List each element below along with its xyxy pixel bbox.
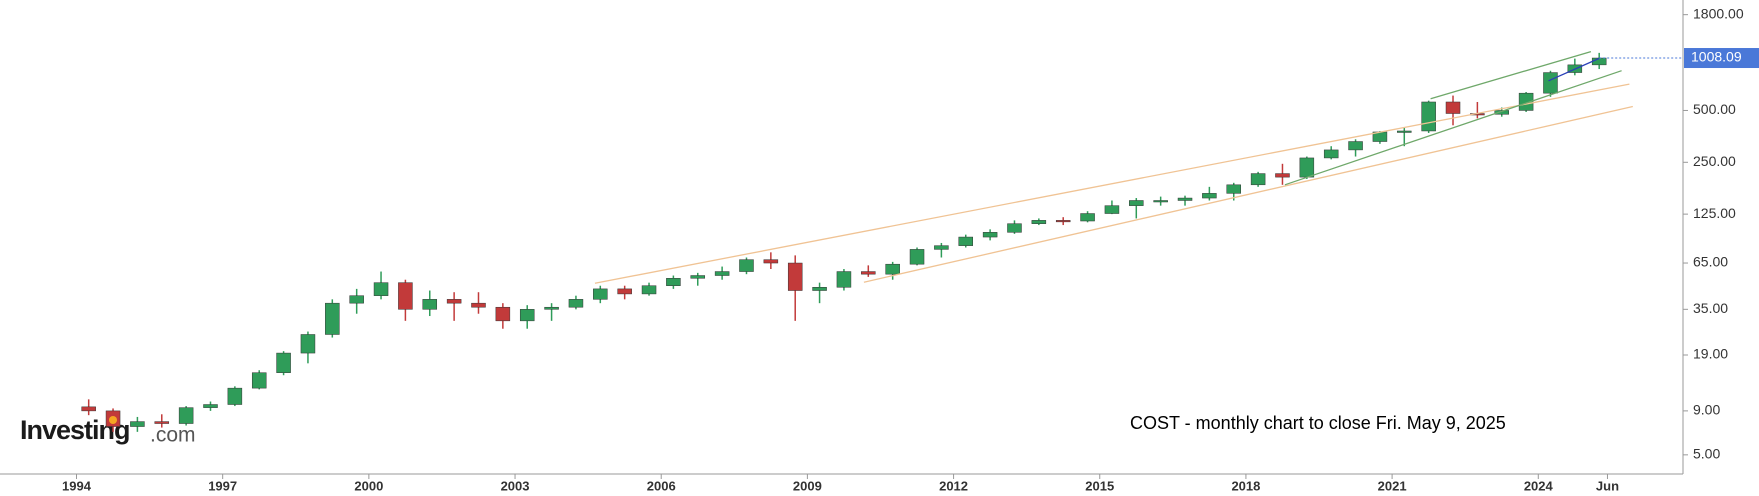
candle-body <box>1177 197 1193 201</box>
candle-body <box>276 352 291 373</box>
x-tick-label: Jun <box>1596 478 1619 493</box>
x-tick-label: 2024 <box>1524 478 1554 493</box>
trend-line <box>1430 51 1592 100</box>
candle-body <box>519 309 535 322</box>
candle-body <box>812 287 827 291</box>
candle-body <box>300 334 316 354</box>
candle-body <box>861 271 876 275</box>
candle-body <box>593 288 608 300</box>
x-tick-label: 1997 <box>208 478 237 493</box>
last-price-box <box>1684 48 1759 69</box>
watermark-dot <box>109 416 117 424</box>
x-tick-label: 2009 <box>793 478 822 493</box>
candle-body <box>471 302 486 308</box>
y-tick-label: 250.00 <box>1693 153 1736 169</box>
candle-body <box>1031 220 1047 224</box>
candle-body <box>1202 193 1217 199</box>
candle-body <box>909 249 925 265</box>
y-tick-label: 500.00 <box>1693 101 1736 117</box>
watermark-suffix: .com <box>150 424 196 447</box>
candle-body <box>227 387 243 405</box>
candle-body <box>1323 149 1339 159</box>
candle-body <box>568 299 584 308</box>
candle-body <box>1421 101 1436 132</box>
candle-body <box>885 263 900 275</box>
candle-body <box>154 421 170 424</box>
x-tick-label: 1994 <box>62 478 92 493</box>
x-tick-label: 2018 <box>1231 478 1260 493</box>
candle-body <box>641 285 657 295</box>
candle-body <box>1007 223 1022 233</box>
candle-body <box>81 406 96 412</box>
trend-line <box>1284 70 1622 186</box>
candle-body <box>373 282 389 296</box>
candle-body <box>1104 205 1120 214</box>
candle-body <box>251 372 267 389</box>
candle-body <box>1543 72 1558 94</box>
last-price-label: 1008.09 <box>1691 49 1742 65</box>
y-tick-label: 9.00 <box>1693 402 1720 418</box>
candle-body <box>787 262 803 291</box>
candle-body <box>1518 92 1534 111</box>
candle-body <box>178 407 194 424</box>
x-tick-label: 2003 <box>501 478 530 493</box>
x-tick-label: 2000 <box>354 478 383 493</box>
x-tick-label: 2015 <box>1085 478 1114 493</box>
candle-body <box>666 278 681 286</box>
candle-body <box>1153 200 1168 203</box>
candle-body <box>1445 101 1461 114</box>
candle-body <box>446 299 462 304</box>
candle-body <box>203 404 218 408</box>
candle-body <box>982 232 998 238</box>
candle-body <box>544 306 559 310</box>
candle-body <box>763 259 779 264</box>
y-tick-label: 1800.00 <box>1693 5 1744 21</box>
x-tick-label: 2006 <box>647 478 676 493</box>
y-tick-label: 19.00 <box>1693 346 1728 362</box>
trend-line <box>1548 57 1600 82</box>
y-tick-label: 65.00 <box>1693 254 1728 270</box>
candle-body <box>1055 220 1071 223</box>
candle-body <box>1397 130 1412 133</box>
candle-body <box>1226 184 1241 194</box>
candle-body <box>495 306 511 322</box>
y-tick-label: 35.00 <box>1693 300 1728 316</box>
candle-body <box>1275 173 1290 178</box>
candle-body <box>1348 141 1363 151</box>
candle-body <box>325 302 340 335</box>
candle-body <box>714 271 730 276</box>
candle-body <box>690 275 706 279</box>
y-tick-label: 125.00 <box>1693 205 1736 221</box>
candle-body <box>1299 157 1315 178</box>
candle-body <box>1080 213 1095 222</box>
candle-body <box>958 236 974 246</box>
x-tick-label: 2012 <box>939 478 968 493</box>
candle-body <box>1494 110 1509 115</box>
trend-line <box>594 83 1630 284</box>
candle-body <box>422 299 438 310</box>
candle-body <box>617 288 632 295</box>
chart-annotation: COST - monthly chart to close Fri. May 9… <box>1130 413 1506 433</box>
candle-body <box>836 271 852 288</box>
candle-body <box>1250 173 1266 186</box>
trend-line <box>863 105 1633 283</box>
candle-body <box>1129 200 1144 206</box>
candle-body <box>349 295 364 304</box>
candle-body <box>934 245 949 250</box>
y-tick-label: 5.00 <box>1693 446 1720 462</box>
x-tick-label: 2021 <box>1378 478 1407 493</box>
candle-body <box>739 259 754 272</box>
candle-body <box>130 421 145 427</box>
candle-body <box>398 282 413 310</box>
